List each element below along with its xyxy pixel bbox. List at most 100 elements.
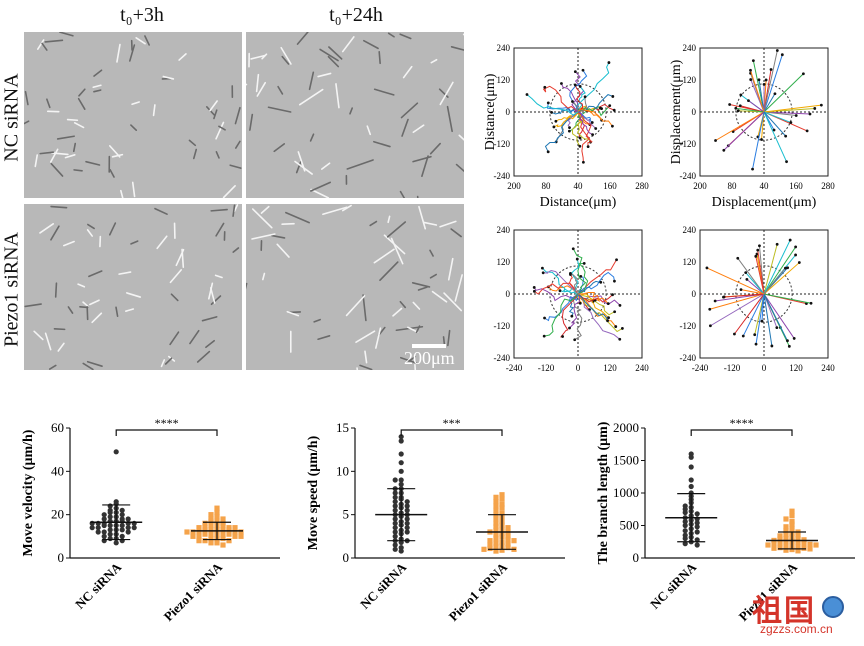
cell bbox=[34, 154, 39, 168]
track-end bbox=[722, 148, 726, 152]
significance-stars: **** bbox=[730, 416, 754, 430]
cell bbox=[417, 286, 428, 291]
track-end bbox=[819, 103, 823, 107]
cell bbox=[369, 220, 378, 227]
data-point bbox=[487, 538, 493, 544]
x-axis-label: Displacement(μm) bbox=[712, 195, 817, 210]
displacement-track bbox=[763, 93, 776, 113]
data-point bbox=[398, 481, 404, 487]
data-point bbox=[694, 542, 700, 548]
x-axis-label: Distance(μm) bbox=[540, 195, 617, 210]
category-label: Piezo1 siRNA bbox=[161, 559, 226, 624]
track-plots: 200 80 40 160 280 240 120 0 -120 -240 Distance(μm)… bbox=[483, 43, 835, 373]
y-tick-label: -120 bbox=[680, 139, 697, 149]
cell bbox=[341, 204, 352, 212]
micrograph-piezo1-24h: 200μm bbox=[246, 204, 464, 370]
y-tick-label: 40 bbox=[51, 463, 64, 478]
data-point bbox=[404, 516, 410, 522]
cell bbox=[255, 73, 260, 93]
x-tick-label: 240 bbox=[821, 363, 835, 373]
track-end bbox=[805, 129, 809, 133]
track-panel: 200 80 40 160 280 240 120 0 -120 -240 Displacement… bbox=[669, 43, 835, 210]
data-point bbox=[392, 546, 398, 552]
cell bbox=[93, 69, 103, 77]
cell bbox=[345, 295, 366, 317]
track-end bbox=[575, 257, 579, 261]
data-point bbox=[789, 519, 795, 525]
displacement-track bbox=[745, 272, 765, 295]
track-end bbox=[741, 334, 745, 338]
cell bbox=[317, 335, 331, 341]
displacement-track bbox=[757, 250, 765, 295]
cell bbox=[346, 159, 374, 170]
cell bbox=[246, 282, 248, 290]
significance-stars: **** bbox=[155, 416, 179, 430]
data-point bbox=[493, 516, 499, 522]
cell bbox=[366, 125, 372, 136]
migration-track bbox=[572, 293, 583, 341]
displacement-track bbox=[763, 111, 797, 116]
cell bbox=[232, 204, 236, 217]
displacement-track bbox=[763, 267, 786, 295]
data-point bbox=[777, 545, 783, 551]
cell bbox=[92, 84, 102, 89]
track-end bbox=[784, 266, 787, 270]
cell bbox=[79, 306, 89, 309]
migration-track bbox=[577, 293, 609, 319]
track-end bbox=[611, 293, 614, 297]
data-point bbox=[493, 544, 499, 550]
cell bbox=[188, 139, 197, 147]
displacement-track bbox=[746, 279, 765, 295]
cell bbox=[222, 185, 236, 198]
cell bbox=[33, 330, 44, 341]
track-end bbox=[590, 121, 594, 124]
track-end bbox=[542, 334, 546, 338]
cell bbox=[62, 240, 75, 247]
track-end bbox=[794, 253, 797, 257]
track-end bbox=[573, 70, 577, 74]
data-point bbox=[392, 503, 398, 509]
cell bbox=[313, 318, 321, 323]
data-point bbox=[107, 531, 113, 537]
cell bbox=[209, 100, 218, 112]
track-end bbox=[606, 302, 610, 306]
cell bbox=[93, 89, 102, 93]
cell bbox=[286, 310, 300, 317]
cell bbox=[24, 120, 30, 125]
track-end bbox=[583, 95, 587, 99]
displacement-track bbox=[763, 54, 783, 113]
y-tick-label: 1500 bbox=[613, 453, 639, 468]
cell bbox=[39, 151, 55, 155]
cell bbox=[439, 220, 457, 228]
data-point bbox=[777, 533, 783, 539]
track-end bbox=[543, 316, 546, 320]
cell bbox=[85, 160, 101, 166]
track-end bbox=[744, 271, 748, 274]
cell bbox=[170, 293, 179, 302]
data-point bbox=[208, 540, 214, 546]
data-point bbox=[214, 514, 220, 520]
track-end bbox=[578, 136, 582, 140]
migration-track bbox=[551, 107, 579, 115]
cell bbox=[144, 35, 150, 46]
data-point bbox=[196, 529, 202, 535]
cell bbox=[154, 207, 168, 216]
significance-bracket bbox=[115, 429, 218, 436]
y-axis-label: Move velocity (μm/h) bbox=[21, 429, 36, 556]
track-end bbox=[762, 82, 766, 86]
cell bbox=[392, 307, 403, 317]
data-point bbox=[398, 548, 404, 554]
x-tick-label: 80 bbox=[728, 181, 738, 191]
data-point bbox=[101, 538, 107, 544]
track-end bbox=[792, 337, 796, 340]
y-tick-label: 240 bbox=[683, 43, 697, 53]
displacement-track bbox=[763, 293, 773, 347]
displacement-track bbox=[723, 111, 765, 151]
data-point bbox=[392, 477, 398, 483]
cell bbox=[319, 48, 339, 62]
track-end bbox=[739, 93, 743, 97]
track-end bbox=[579, 275, 583, 278]
data-point bbox=[392, 507, 398, 513]
y-tick-label: 20 bbox=[51, 507, 64, 522]
